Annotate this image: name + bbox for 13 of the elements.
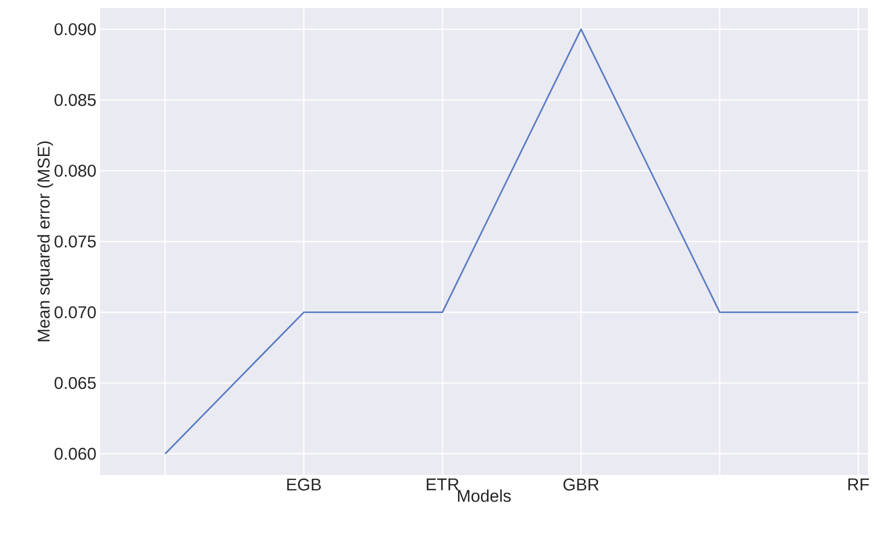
y-tick-label: 0.090 (54, 23, 96, 36)
x-axis-title: Models (458, 489, 511, 502)
y-tick-label: 0.080 (54, 164, 96, 177)
x-tick-label: RF (848, 478, 869, 490)
y-tick-label: 0.085 (54, 94, 96, 106)
y-tick-label: 0.075 (54, 235, 96, 248)
x-tick-label: ETR (426, 478, 459, 490)
y-tick-label: 0.065 (54, 376, 96, 390)
y-tick-label: 0.070 (54, 306, 96, 318)
y-tick-label: 0.060 (54, 448, 96, 460)
x-tick-label: EGB (287, 478, 321, 491)
y-axis-title: Mean squared error (MSE) (37, 141, 54, 342)
x-tick-label: GBR (563, 478, 599, 491)
